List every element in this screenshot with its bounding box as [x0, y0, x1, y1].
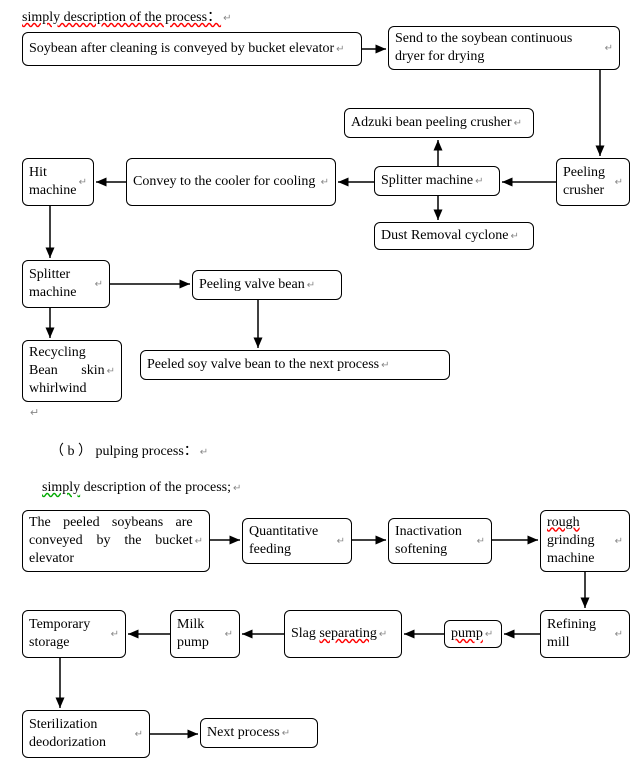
- node-dust-cyclone: Dust Removal cyclone↵: [374, 222, 534, 250]
- node-text: Temporary storage: [29, 616, 109, 652]
- node-text: Milk pump: [177, 616, 223, 652]
- node-inactivation: Inactivation softening↵: [388, 518, 492, 564]
- node-soybean-cleaning: Soybean after cleaning is conveyed by bu…: [22, 32, 362, 66]
- section-b-label: （ b ） pulping process：↵: [50, 440, 208, 460]
- node-text: Slag separating: [291, 625, 377, 643]
- node-next-process-2: Next process↵: [200, 718, 318, 748]
- header-1: simply description of the process：↵: [22, 6, 231, 26]
- node-quantitative-feeding: Quantitative feeding↵: [242, 518, 352, 564]
- node-text: pump: [451, 625, 483, 643]
- node-text: Refining mill: [547, 616, 613, 652]
- node-pump-1: pump↵: [444, 620, 502, 648]
- header-2: simply description of the process;↵: [42, 480, 241, 496]
- node-text: Next process: [207, 724, 280, 742]
- node-text: Inactivation softening: [395, 523, 475, 559]
- section-b-text: （ b ） pulping process：: [50, 444, 198, 459]
- node-text: Quantitative feeding: [249, 523, 335, 559]
- node-peeling-crusher: Peeling crusher↵: [556, 158, 630, 206]
- node-text: Splitter machine: [381, 172, 473, 190]
- node-refining-mill: Refining mill↵: [540, 610, 630, 658]
- node-text: Peeling crusher: [563, 164, 613, 200]
- node-text: Splitter machine: [29, 266, 93, 302]
- node-splitter-2: Splitter machine↵: [22, 260, 110, 308]
- node-text: Sterilization deodorization: [29, 716, 133, 752]
- node-text: Hit machine: [29, 164, 77, 200]
- whirlwind-tail: ↵: [30, 406, 39, 419]
- node-hit-machine: Hit machine↵: [22, 158, 94, 206]
- node-text: Peeling valve bean: [199, 276, 305, 294]
- node-slag-separating: Slag separating↵: [284, 610, 402, 658]
- node-temporary-storage: Temporary storage↵: [22, 610, 126, 658]
- node-text: rough grinding machine: [547, 514, 613, 569]
- node-adzuki-crusher: Adzuki bean peeling crusher↵: [344, 108, 534, 138]
- node-next-process-1: Peeled soy valve bean to the next proces…: [140, 350, 450, 380]
- node-text: Recycling Bean skin whirlwind: [29, 344, 105, 399]
- diagram-container: simply description of the process：↵ Soyb…: [0, 0, 644, 773]
- node-peeled-elevator: The peeled soybeans are conveyed by the …: [22, 510, 210, 572]
- node-splitter-1: Splitter machine↵: [374, 166, 500, 196]
- node-sterilization: Sterilization deodorization↵: [22, 710, 150, 758]
- node-text: Dust Removal cyclone: [381, 227, 509, 245]
- node-text: Adzuki bean peeling crusher: [351, 114, 512, 132]
- node-rough-grinding: rough grinding machine↵: [540, 510, 630, 572]
- node-dryer: Send to the soybean continuous dryer for…: [388, 26, 620, 70]
- node-peeling-valve: Peeling valve bean↵: [192, 270, 342, 300]
- node-text: Convey to the cooler for cooling: [133, 173, 319, 191]
- node-text: Send to the soybean continuous dryer for…: [395, 30, 603, 66]
- node-text: Soybean after cleaning is conveyed by bu…: [29, 40, 334, 58]
- node-cooler: Convey to the cooler for cooling↵: [126, 158, 336, 206]
- node-milk-pump: Milk pump↵: [170, 610, 240, 658]
- node-recycling-whirlwind: Recycling Bean skin whirlwind↵: [22, 340, 122, 402]
- node-text: The peeled soybeans are conveyed by the …: [29, 514, 193, 569]
- node-text: Peeled soy valve bean to the next proces…: [147, 356, 379, 374]
